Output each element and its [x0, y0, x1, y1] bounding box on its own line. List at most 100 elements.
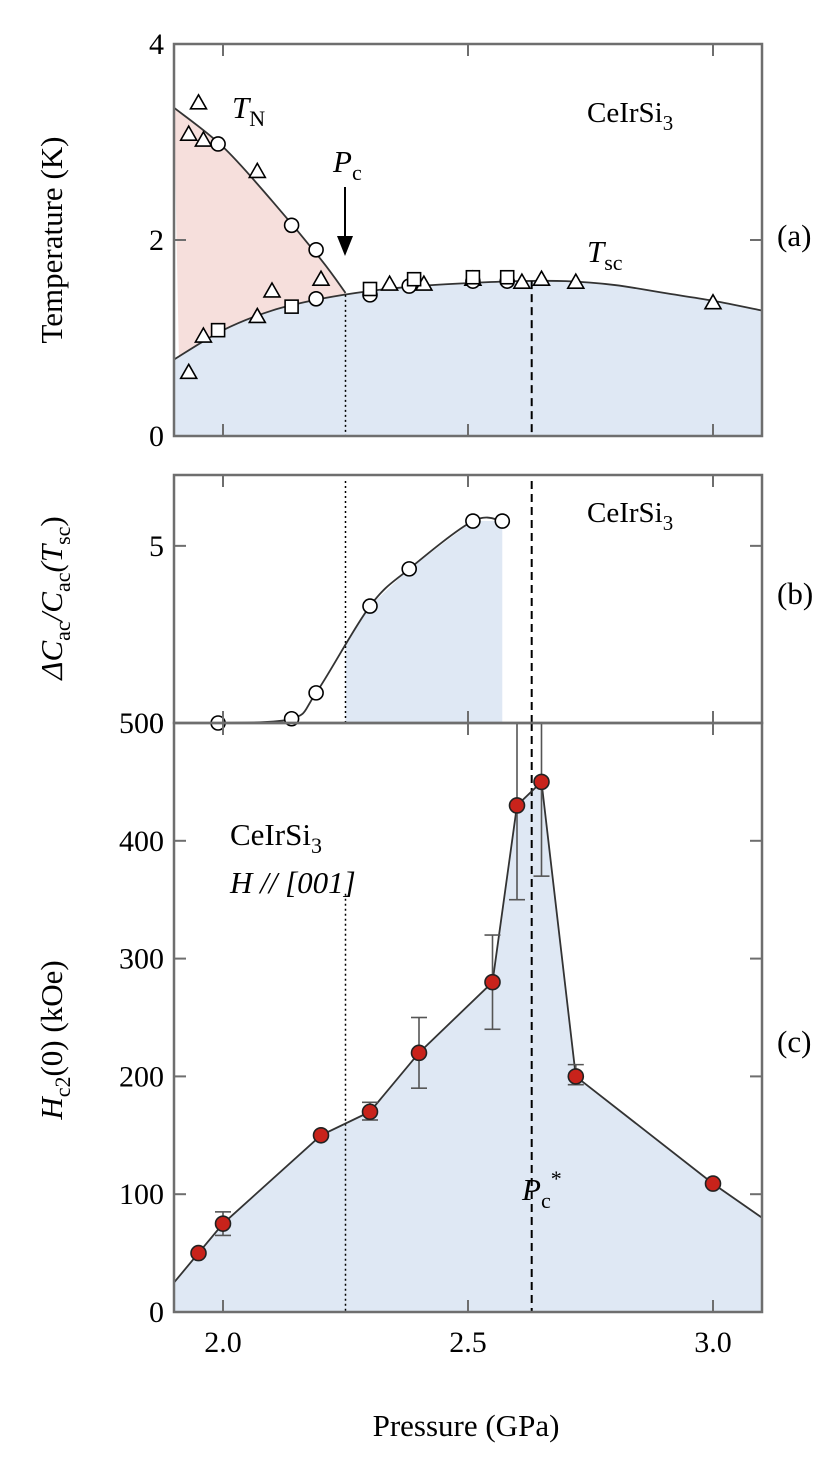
ylabel-b-part7: )	[34, 516, 69, 526]
panel-c: 0 100 200 300 400 500 2.0 2.5 3.0 CeIrSi3 H // […	[34, 707, 811, 1443]
square-marker	[284, 299, 299, 314]
circle-marker	[308, 242, 324, 258]
circle-marker	[465, 513, 481, 529]
triangle-marker	[247, 161, 267, 179]
square-marker	[499, 269, 515, 285]
triangle-marker	[311, 269, 331, 286]
y-tick-label: 4	[149, 28, 164, 61]
x-tick-label: 2.5	[449, 1326, 487, 1359]
circle-marker	[308, 290, 324, 307]
y-tick-label: 200	[119, 1060, 164, 1093]
hc2-marker	[312, 1127, 330, 1144]
panel-a-markers	[179, 93, 723, 380]
ylabel-c-part3: (0) (kOe)	[34, 960, 69, 1076]
panel-b: 05 CeIrSi3 ΔCac/Cac(Tsc) (b)	[34, 473, 813, 740]
hc2-marker	[190, 1244, 207, 1262]
field-direction-label: H // [001]	[229, 865, 356, 900]
compound-b-sub: 3	[663, 511, 674, 535]
compound-label-b: CeIrSi3	[587, 497, 673, 535]
hc2-markers	[190, 773, 722, 1262]
compound-c-sub: 3	[311, 833, 322, 858]
y-tick-label: 0	[149, 420, 164, 453]
tsc-label: Tsc	[587, 234, 623, 275]
triangle-marker	[566, 272, 586, 289]
tn-boundary-curve	[173, 106, 347, 294]
ylabel-c-part2: c2	[50, 1077, 75, 1098]
circle-marker	[308, 685, 324, 701]
hc2-marker	[410, 1044, 428, 1062]
pc-label: Pc	[332, 144, 362, 185]
tn-label-sub: N	[249, 106, 265, 131]
y-tick-label: 0	[149, 1296, 164, 1329]
triangle-marker	[179, 124, 199, 141]
ylabel-c-part1: H	[34, 1096, 69, 1121]
pc-star-label: Pc*	[521, 1166, 562, 1213]
hc2-marker	[361, 1103, 379, 1121]
triangle-marker	[703, 293, 723, 310]
y-tick-label: 300	[119, 943, 164, 976]
ylabel-b-part5: (T	[34, 542, 69, 572]
compound-a-main: CeIrSi	[587, 97, 663, 129]
x-axis-label: Pressure (GPa)	[373, 1408, 560, 1443]
pc-star-main: P	[521, 1172, 541, 1207]
ylabel-b-part6: sc	[50, 526, 75, 545]
panel-label-a: (a)	[777, 218, 811, 253]
y-tick-label: 5	[149, 530, 164, 563]
circle-marker	[283, 217, 300, 234]
pc-label-sub: c	[352, 160, 362, 185]
pc-arrow-head	[337, 236, 353, 256]
square-marker	[210, 322, 226, 338]
ylabel-b-part1: ΔC	[34, 641, 69, 682]
panel-a: 024 TN Pc Tsc CeIrSi3 Temperature (K) (a…	[34, 28, 811, 453]
y-tick-label: 100	[119, 1178, 164, 1211]
panel-b-ticks: 05	[149, 475, 762, 740]
circle-marker	[494, 513, 511, 529]
triangle-marker	[532, 269, 551, 286]
square-marker	[465, 269, 481, 285]
y-tick-label: 2	[149, 224, 164, 257]
y-tick-label: 400	[119, 825, 164, 858]
pc-star-sub: c	[541, 1188, 551, 1213]
hc2-marker	[484, 973, 501, 991]
superconducting-region-a	[174, 280, 762, 436]
tsc-label-sub: sc	[604, 250, 623, 275]
triangle-marker	[512, 272, 532, 289]
y-axis-label-b: ΔCac/Cac(Tsc)	[34, 516, 75, 681]
panel-label-c: (c)	[777, 1024, 811, 1059]
circle-marker	[362, 598, 378, 614]
panel-label-b: (b)	[777, 576, 813, 611]
tn-label-main: T	[232, 90, 252, 125]
hc2-fill	[174, 781, 762, 1312]
circle-marker	[210, 136, 226, 152]
tn-label: TN	[232, 90, 265, 131]
hc2-marker	[567, 1068, 585, 1085]
x-tick-label: 2.0	[204, 1326, 242, 1359]
ylabel-b-part3: /C	[34, 592, 69, 624]
triangle-marker	[179, 362, 199, 380]
tsc-label-main: T	[587, 234, 607, 269]
triangle-marker	[194, 130, 213, 147]
triangle-marker	[247, 306, 267, 324]
y-axis-label-a: Temperature (K)	[34, 137, 69, 344]
ylabel-b-part4: ac	[50, 572, 75, 592]
compound-label-a: CeIrSi3	[587, 97, 673, 135]
compound-c-main: CeIrSi	[230, 817, 311, 852]
x-tick-label: 3.0	[694, 1326, 732, 1359]
compound-b-main: CeIrSi	[587, 497, 663, 529]
triangle-marker	[189, 93, 208, 110]
hc2-marker	[214, 1215, 232, 1232]
triangle-marker	[194, 326, 213, 343]
triangle-marker	[380, 274, 399, 291]
panel-c-ticks: 0 100 200 300 400 500 2.0 2.5 3.0	[119, 707, 762, 1359]
y-axis-label-c: Hc2(0) (kOe)	[34, 960, 75, 1120]
pc-star-sup: *	[551, 1166, 562, 1191]
hc2-marker	[704, 1175, 722, 1192]
square-marker	[362, 281, 378, 297]
compound-label-c: CeIrSi3	[230, 817, 322, 858]
antiferromagnetic-region	[174, 107, 346, 357]
pc-label-main: P	[332, 144, 352, 179]
circle-marker	[401, 561, 418, 577]
hc2-marker	[533, 773, 550, 791]
ylabel-b-part2: ac	[50, 621, 75, 641]
